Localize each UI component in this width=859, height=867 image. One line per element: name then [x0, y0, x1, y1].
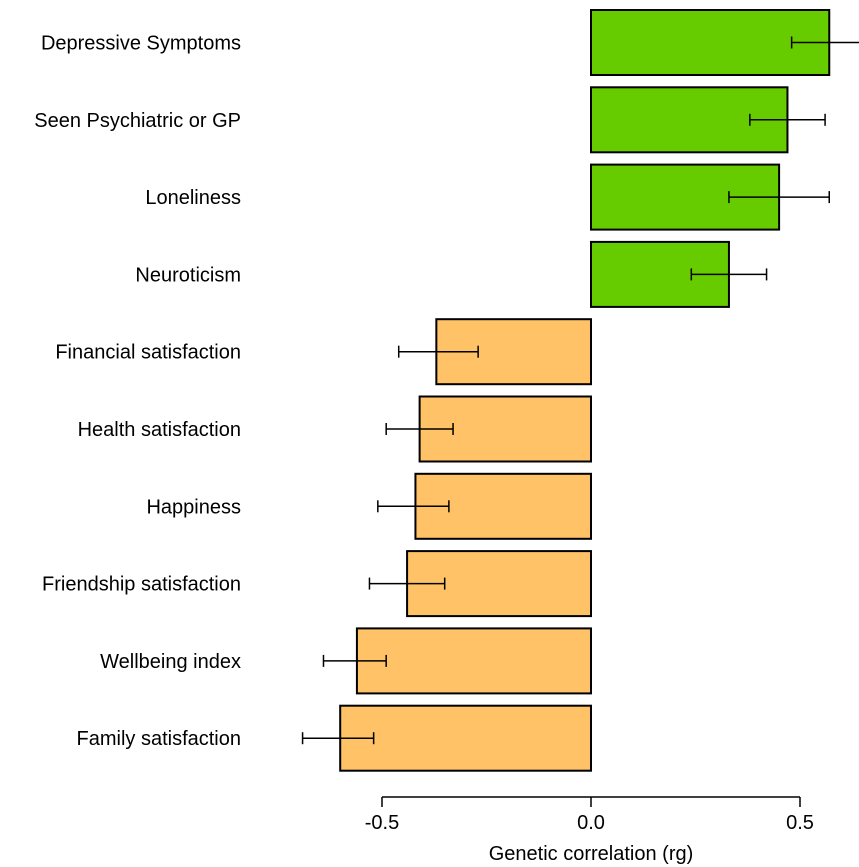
- bars: [339, 9, 831, 772]
- error-bar-loneliness: [728, 191, 831, 204]
- error-bar-seen-psychiatric-or-gp: [749, 113, 826, 126]
- error-bar-neuroticism: [690, 268, 768, 281]
- category-label-family-satisfaction: Family satisfaction: [77, 728, 242, 750]
- x-tick-label: 0.0: [577, 812, 605, 834]
- error-bar-friendship-satisfaction: [368, 577, 446, 590]
- error-bar-financial-satisfaction: [397, 345, 479, 358]
- x-tick-label: -0.5: [365, 812, 399, 834]
- x-axis: -0.5 0.0 0.5 Genetic correlation (rg): [365, 796, 814, 865]
- category-label-neuroticism: Neuroticism: [135, 264, 241, 286]
- error-bar-happiness: [377, 500, 450, 513]
- x-tick-label: 0.5: [786, 812, 814, 834]
- error-bars: [301, 36, 859, 745]
- category-label-depressive-symptoms: Depressive Symptoms: [41, 33, 241, 55]
- category-label-loneliness: Loneliness: [145, 187, 241, 209]
- category-labels: Depressive Symptoms Seen Psychiatric or G…: [34, 33, 241, 751]
- error-bar-wellbeing-index: [322, 654, 387, 667]
- category-label-wellbeing-index: Wellbeing index: [100, 651, 241, 673]
- category-label-health-satisfaction: Health satisfaction: [78, 419, 241, 441]
- bar-depressive-symptoms: [590, 9, 831, 76]
- category-label-happiness: Happiness: [146, 496, 241, 518]
- category-label-friendship-satisfaction: Friendship satisfaction: [42, 574, 241, 596]
- bar-family-satisfaction: [339, 704, 593, 772]
- x-ticks: -0.5 0.0 0.5: [365, 797, 814, 834]
- bar-wellbeing-index: [355, 627, 593, 695]
- error-bar-family-satisfaction: [301, 732, 375, 745]
- error-bar-health-satisfaction: [385, 423, 454, 435]
- error-bar-depressive-symptoms: [790, 36, 859, 49]
- x-axis-title: Genetic correlation (rg): [489, 843, 694, 865]
- category-label-seen-psychiatric-or-gp: Seen Psychiatric or GP: [34, 110, 241, 132]
- category-label-financial-satisfaction: Financial satisfaction: [55, 342, 241, 364]
